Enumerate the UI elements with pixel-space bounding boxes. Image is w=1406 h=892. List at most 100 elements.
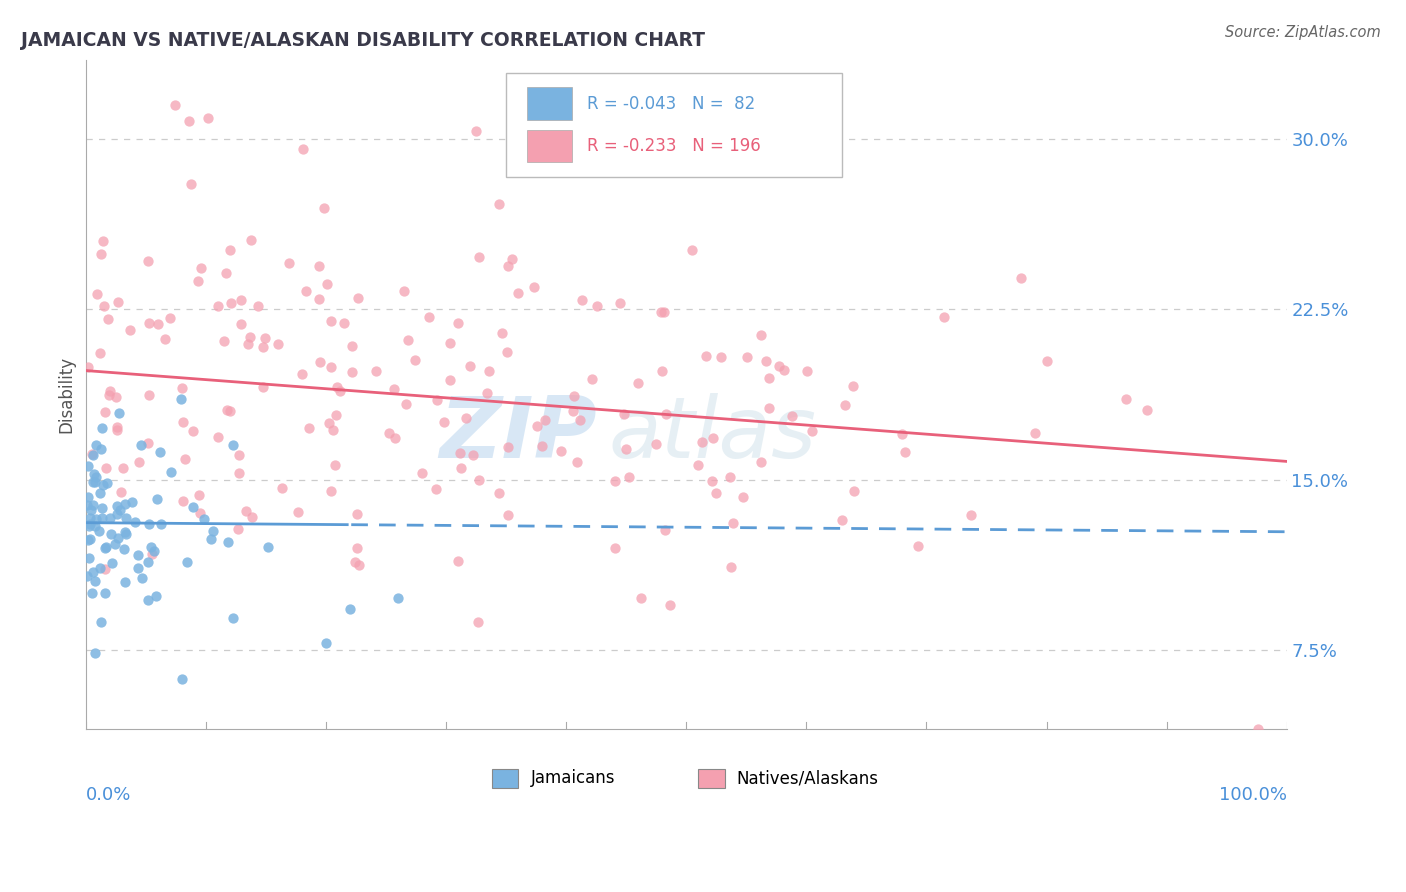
Point — [758, 401, 780, 416]
Point — [200, 532, 222, 546]
Point — [651, 363, 673, 377]
Point — [79, 532, 101, 546]
Point — [501, 252, 523, 266]
Point — [312, 201, 335, 215]
Point — [891, 426, 914, 441]
Point — [257, 540, 280, 554]
Point — [128, 455, 150, 469]
Point — [170, 381, 193, 395]
Point — [720, 560, 742, 574]
Point — [315, 636, 337, 650]
Point — [207, 299, 229, 313]
Point — [89, 345, 111, 359]
Point — [105, 419, 128, 434]
Point — [143, 543, 166, 558]
Point — [115, 526, 138, 541]
Point — [1024, 425, 1046, 440]
Point — [138, 516, 160, 531]
Point — [79, 517, 101, 532]
Point — [433, 415, 456, 429]
Point — [704, 486, 727, 500]
Text: R = -0.043   N =  82: R = -0.043 N = 82 — [586, 95, 755, 112]
Point — [172, 494, 194, 508]
Point — [181, 424, 204, 438]
Point — [82, 475, 104, 489]
Point — [585, 299, 607, 313]
Point — [238, 330, 260, 344]
Point — [550, 443, 572, 458]
Point — [571, 293, 593, 308]
Point — [93, 404, 115, 418]
Point — [475, 385, 498, 400]
Point — [146, 317, 169, 331]
Point — [491, 326, 513, 340]
Point — [650, 305, 672, 319]
Point — [139, 541, 162, 555]
Point — [253, 331, 276, 345]
Point — [439, 373, 461, 387]
Text: 0.0%: 0.0% — [86, 786, 132, 805]
Point — [467, 473, 489, 487]
Point — [112, 541, 135, 556]
Point — [246, 299, 269, 313]
Point — [89, 486, 111, 500]
Point — [193, 512, 215, 526]
Point — [131, 571, 153, 585]
Point — [114, 525, 136, 540]
Point — [318, 417, 340, 431]
Point — [105, 423, 128, 437]
Point — [526, 419, 548, 434]
Point — [710, 350, 733, 364]
Point — [90, 500, 112, 515]
Point — [76, 533, 98, 547]
Point — [215, 403, 238, 417]
Point — [93, 299, 115, 313]
Point — [277, 256, 299, 270]
Point — [562, 403, 585, 417]
Point — [773, 363, 796, 377]
Point — [240, 233, 263, 247]
Point — [287, 505, 309, 519]
Point — [322, 423, 344, 437]
Text: ZIP: ZIP — [439, 393, 596, 476]
Point — [173, 451, 195, 466]
Point — [138, 387, 160, 401]
Point — [136, 555, 159, 569]
Point — [77, 519, 100, 533]
Point — [89, 561, 111, 575]
Point — [188, 506, 211, 520]
Point — [842, 378, 865, 392]
Point — [332, 316, 354, 330]
Point — [104, 390, 127, 404]
Point — [91, 234, 114, 248]
Point — [467, 250, 489, 264]
Point — [79, 502, 101, 516]
Point — [681, 243, 703, 257]
Point — [655, 407, 678, 421]
Point — [319, 314, 342, 328]
Point — [129, 438, 152, 452]
Point — [800, 424, 823, 438]
Point — [83, 519, 105, 533]
Point — [124, 515, 146, 529]
Point — [396, 333, 419, 347]
Point — [252, 339, 274, 353]
Point — [316, 277, 339, 291]
Point — [222, 611, 245, 625]
Point — [107, 295, 129, 310]
Point — [83, 475, 105, 489]
Point — [90, 615, 112, 629]
Point — [187, 488, 209, 502]
Point — [150, 517, 173, 532]
Point — [110, 485, 132, 500]
Point — [86, 287, 108, 301]
FancyBboxPatch shape — [506, 73, 842, 177]
Point — [450, 461, 472, 475]
Point — [569, 413, 592, 427]
Point — [176, 555, 198, 569]
Point — [82, 498, 104, 512]
Point — [90, 442, 112, 456]
Point — [98, 511, 121, 525]
Point — [425, 482, 447, 496]
Bar — [527, 87, 572, 120]
